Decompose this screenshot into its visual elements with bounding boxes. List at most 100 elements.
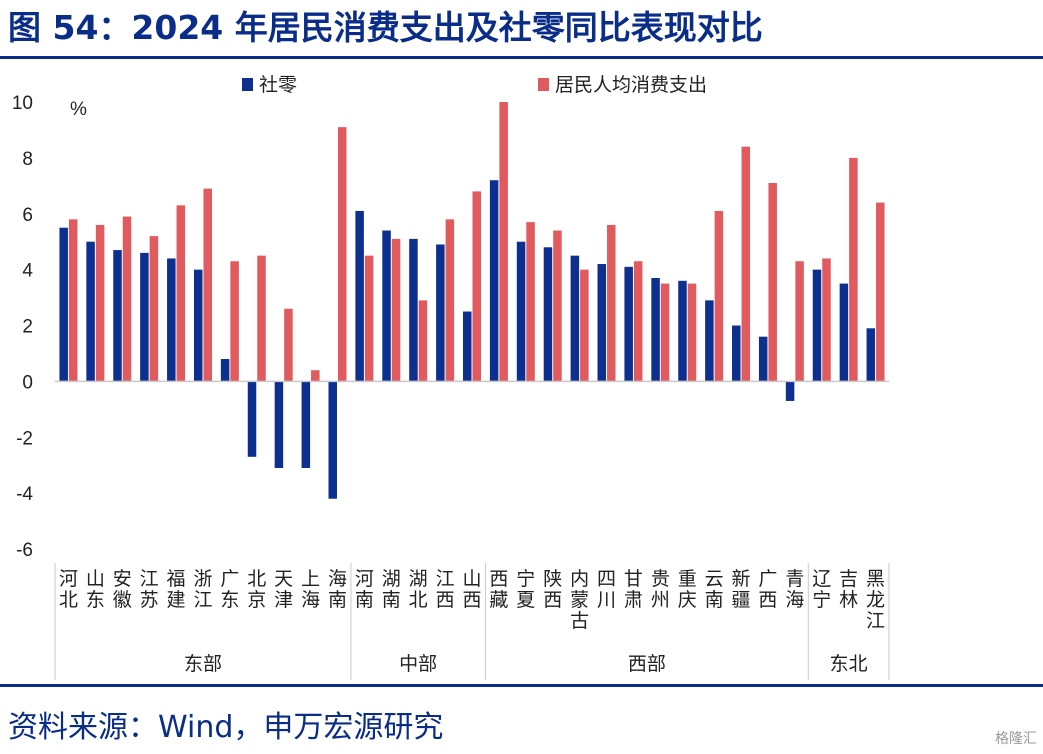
bar-retail bbox=[220, 359, 230, 382]
legend-swatch-consumption bbox=[538, 78, 549, 91]
bar-retail bbox=[59, 227, 68, 382]
bar-consumption bbox=[741, 146, 751, 382]
bar-retail bbox=[436, 244, 445, 382]
bar-retail bbox=[516, 241, 526, 382]
bar-consumption bbox=[149, 236, 159, 382]
bar-consumption bbox=[257, 255, 266, 382]
bar-consumption bbox=[876, 202, 885, 382]
bar-retail bbox=[382, 230, 391, 382]
chart-legend: 社零 居民人均消费支出 bbox=[242, 74, 707, 96]
category-label: 广东 bbox=[220, 568, 239, 611]
source-note: 资料来源：Wind，申万宏源研究 bbox=[8, 710, 444, 745]
bar-retail bbox=[86, 241, 95, 382]
bar-retail bbox=[839, 283, 849, 382]
bar-retail bbox=[247, 381, 257, 457]
category-label: 湖北 bbox=[409, 568, 428, 611]
legend-label-retail: 社零 bbox=[259, 74, 297, 96]
bar-retail bbox=[866, 328, 876, 382]
bar-retail bbox=[113, 250, 122, 382]
y-tick-label: 2 bbox=[22, 317, 33, 338]
y-tick-label: 8 bbox=[22, 149, 33, 170]
y-tick-label: 10 bbox=[12, 93, 33, 114]
bar-retail bbox=[328, 381, 337, 499]
watermark: 格隆汇 bbox=[995, 731, 1037, 747]
y-tick-label: -2 bbox=[16, 428, 33, 449]
bar-consumption bbox=[203, 188, 212, 382]
category-label: 江西 bbox=[436, 568, 455, 611]
bar-consumption bbox=[768, 183, 777, 382]
legend-label-consumption: 居民人均消费支出 bbox=[555, 74, 707, 96]
category-labels: 河北山东安徽江苏福建浙江广东北京天津上海海南河南湖南湖北江西山西西藏宁夏陕西内蒙… bbox=[59, 568, 885, 632]
bar-retail bbox=[570, 255, 580, 382]
footer-rule bbox=[0, 684, 1043, 687]
bar-consumption bbox=[472, 191, 481, 382]
bar-retail bbox=[732, 325, 741, 382]
category-label: 甘肃 bbox=[624, 568, 643, 611]
group-label: 东部 bbox=[184, 653, 222, 675]
legend-swatch-retail bbox=[242, 78, 253, 91]
category-label: 山东 bbox=[86, 568, 105, 611]
bar-retail bbox=[597, 264, 607, 382]
category-label: 广西 bbox=[758, 568, 777, 611]
bar-consumption bbox=[337, 127, 347, 382]
category-label: 海南 bbox=[328, 568, 347, 611]
category-label: 河北 bbox=[59, 568, 78, 611]
y-tick-label: 0 bbox=[22, 372, 33, 393]
bar-retail bbox=[624, 266, 633, 382]
title-rule bbox=[0, 56, 1043, 59]
bar-retail bbox=[785, 381, 795, 401]
category-label: 四川 bbox=[597, 568, 616, 611]
category-label: 陕西 bbox=[543, 568, 562, 611]
bar-chart: 社零 居民人均消费支出 % -6 -4 -2 0 2 4 6 8 10 河北山东安徽江苏福建浙江… bbox=[12, 74, 890, 680]
y-tick-label: -6 bbox=[16, 540, 33, 561]
category-label: 山西 bbox=[462, 568, 481, 611]
bar-consumption bbox=[122, 216, 132, 382]
bar-consumption bbox=[418, 300, 428, 382]
bar-consumption bbox=[284, 308, 293, 382]
category-label: 新疆 bbox=[732, 568, 751, 611]
bar-retail bbox=[705, 300, 714, 382]
bar-retail bbox=[651, 278, 660, 382]
category-label: 北京 bbox=[247, 568, 266, 611]
category-label: 宁夏 bbox=[516, 568, 535, 611]
y-tick-label: 6 bbox=[22, 205, 33, 226]
bar-consumption bbox=[176, 205, 186, 382]
y-axis-ticks: -6 -4 -2 0 2 4 6 8 10 bbox=[12, 93, 34, 561]
bar-retail bbox=[193, 269, 203, 382]
category-label: 辽宁 bbox=[812, 568, 831, 611]
bar-consumption bbox=[607, 224, 616, 382]
bar-consumption bbox=[68, 219, 78, 382]
category-label: 云南 bbox=[705, 568, 724, 611]
category-label: 天津 bbox=[274, 568, 293, 611]
bar-consumption bbox=[445, 219, 455, 382]
bar-consumption bbox=[714, 210, 724, 382]
bar-consumption bbox=[580, 269, 589, 382]
bar-consumption bbox=[526, 222, 535, 382]
category-label: 黑龙江 bbox=[866, 568, 885, 632]
bar-retail bbox=[543, 247, 553, 382]
category-label: 江苏 bbox=[140, 568, 159, 611]
bar-retail bbox=[167, 258, 176, 382]
category-label: 重庆 bbox=[678, 568, 697, 611]
bar-retail bbox=[409, 238, 418, 382]
bar-consumption bbox=[364, 255, 374, 382]
bar-consumption bbox=[795, 261, 804, 382]
category-label: 内蒙古 bbox=[570, 568, 589, 632]
page-title: 图 54：2024 年居民消费支出及社零同比表现对比 bbox=[8, 8, 763, 47]
bar-retail bbox=[301, 381, 311, 468]
group-label: 中部 bbox=[399, 653, 437, 675]
category-label: 贵州 bbox=[651, 568, 670, 611]
category-label: 河南 bbox=[355, 568, 374, 611]
bar-consumption bbox=[822, 258, 831, 382]
bar-consumption bbox=[230, 261, 239, 382]
region-groups: 东部 中部 西部 东北 bbox=[54, 563, 890, 680]
y-axis-unit-label: % bbox=[70, 99, 87, 120]
bar-retail bbox=[758, 336, 768, 382]
bar-retail bbox=[678, 280, 687, 382]
bar-consumption bbox=[391, 238, 401, 382]
bar-retail bbox=[463, 311, 472, 382]
y-tick-label: -4 bbox=[16, 484, 33, 505]
bar-consumption bbox=[553, 230, 562, 382]
group-label: 东北 bbox=[830, 653, 868, 675]
y-tick-label: 4 bbox=[22, 261, 33, 282]
